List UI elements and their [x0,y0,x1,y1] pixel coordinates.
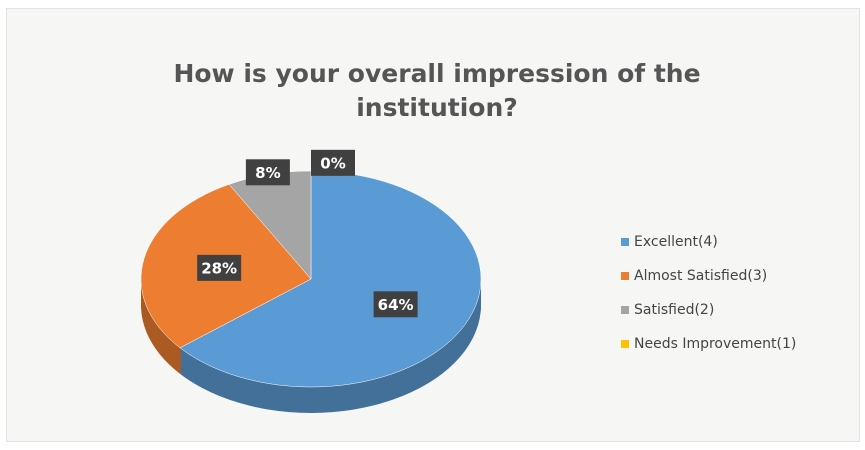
legend-marker [621,272,629,280]
slice [179,170,482,388]
data-label: 64% [378,296,414,314]
data-label-box [373,291,418,318]
chart: 64% 28% 8% 0% Excellent(4) Almost Satisfied(3… [140,149,796,413]
legend-label: Satisfied(2) [634,302,714,318]
legend-marker [621,340,629,348]
data-label: 8% [255,164,280,182]
legend-marker [621,306,629,314]
data-label: 28% [201,259,237,277]
chart-title: How is your overall impression of the in… [173,59,701,122]
legend-label: Excellent(4) [634,234,718,250]
legend-label: Almost Satisfied(3) [634,268,767,284]
data-label-box [245,159,290,186]
data-label: 0% [320,154,345,172]
data-label-box [311,149,355,176]
legend-marker [621,238,629,246]
data-label-box [197,254,242,281]
legend-label: Needs Improvement(1) [634,336,796,352]
chart-area: 64% 28% 8% 0% Excellent(4) Almost Satisfied(3… [6,8,860,442]
